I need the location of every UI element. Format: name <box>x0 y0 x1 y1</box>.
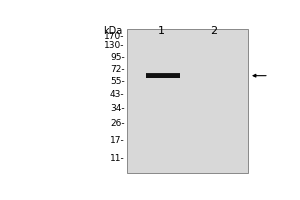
Text: 170-: 170- <box>104 32 125 41</box>
Text: 130-: 130- <box>104 41 125 50</box>
Text: 11-: 11- <box>110 154 125 163</box>
Text: 26-: 26- <box>110 119 125 128</box>
Text: 2: 2 <box>211 26 218 36</box>
Text: 72-: 72- <box>110 65 125 74</box>
Bar <box>146 73 180 78</box>
Text: 1: 1 <box>158 26 164 36</box>
Text: 34-: 34- <box>110 104 125 113</box>
Text: kDa: kDa <box>103 26 122 36</box>
Text: 43-: 43- <box>110 90 125 99</box>
Text: 95-: 95- <box>110 53 125 62</box>
Text: 17-: 17- <box>110 136 125 145</box>
Bar <box>146 73 180 74</box>
Text: 55-: 55- <box>110 77 125 86</box>
Bar <box>127 29 248 173</box>
